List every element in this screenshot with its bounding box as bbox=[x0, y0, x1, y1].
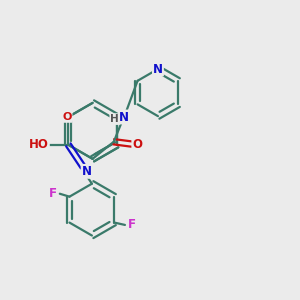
Text: N: N bbox=[119, 110, 129, 124]
Text: HO: HO bbox=[29, 138, 49, 151]
Text: N: N bbox=[82, 165, 92, 178]
Text: O: O bbox=[62, 112, 72, 122]
Text: N: N bbox=[153, 62, 163, 76]
Text: H: H bbox=[110, 114, 119, 124]
Text: O: O bbox=[132, 138, 142, 151]
Text: F: F bbox=[49, 187, 57, 200]
Text: F: F bbox=[128, 218, 135, 231]
